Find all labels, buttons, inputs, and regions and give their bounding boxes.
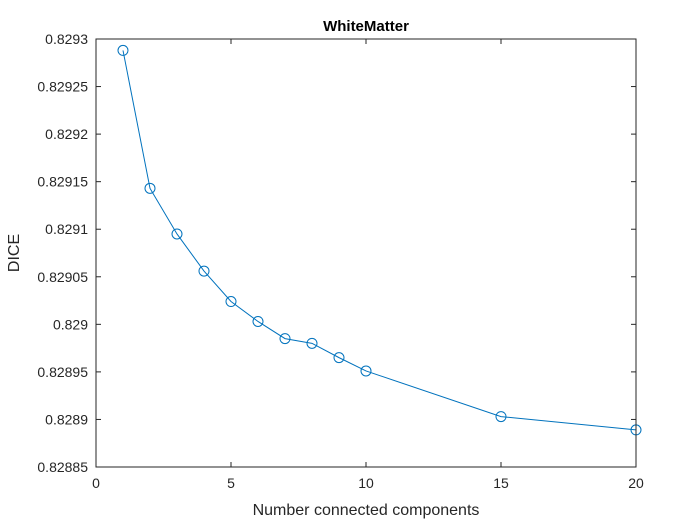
series-line	[122, 50, 637, 431]
series-layer	[117, 44, 642, 436]
x-tick-label: 0	[92, 475, 100, 491]
data-point	[171, 228, 183, 240]
data-point	[198, 265, 210, 277]
data-point	[225, 296, 237, 308]
x-tick-label: 15	[493, 475, 509, 491]
y-tick-label: 0.82885	[37, 459, 88, 475]
data-point	[495, 411, 507, 423]
chart-title: WhiteMatter	[323, 18, 409, 35]
y-tick-label: 0.829	[53, 316, 88, 332]
y-tick-label: 0.82905	[37, 269, 88, 285]
y-tick-label: 0.82895	[37, 364, 88, 380]
data-point	[360, 365, 372, 377]
y-axis-title: DICE	[6, 234, 23, 272]
data-point	[117, 44, 129, 56]
data-point	[144, 182, 156, 194]
x-axis-title: Number connected components	[253, 502, 480, 519]
x-tick-label: 5	[227, 475, 235, 491]
x-tick-label: 20	[628, 475, 644, 491]
y-tick-label: 0.8291	[45, 221, 88, 237]
y-tick-label: 0.82915	[37, 174, 88, 190]
y-tick-label: 0.8293	[45, 31, 88, 47]
data-point	[252, 315, 264, 327]
tick-layer: 0 5 10 15 20 0.82885 0.8289 0.82895 0.829 0.82905…	[37, 31, 644, 491]
y-tick-label: 0.8289	[45, 411, 88, 427]
y-tick-label: 0.82925	[37, 79, 88, 95]
plot-area	[96, 39, 636, 467]
x-tick-label: 10	[358, 475, 374, 491]
data-point	[333, 352, 345, 364]
y-tick-label: 0.8292	[45, 126, 88, 142]
data-point	[279, 333, 291, 345]
data-point	[306, 337, 318, 349]
